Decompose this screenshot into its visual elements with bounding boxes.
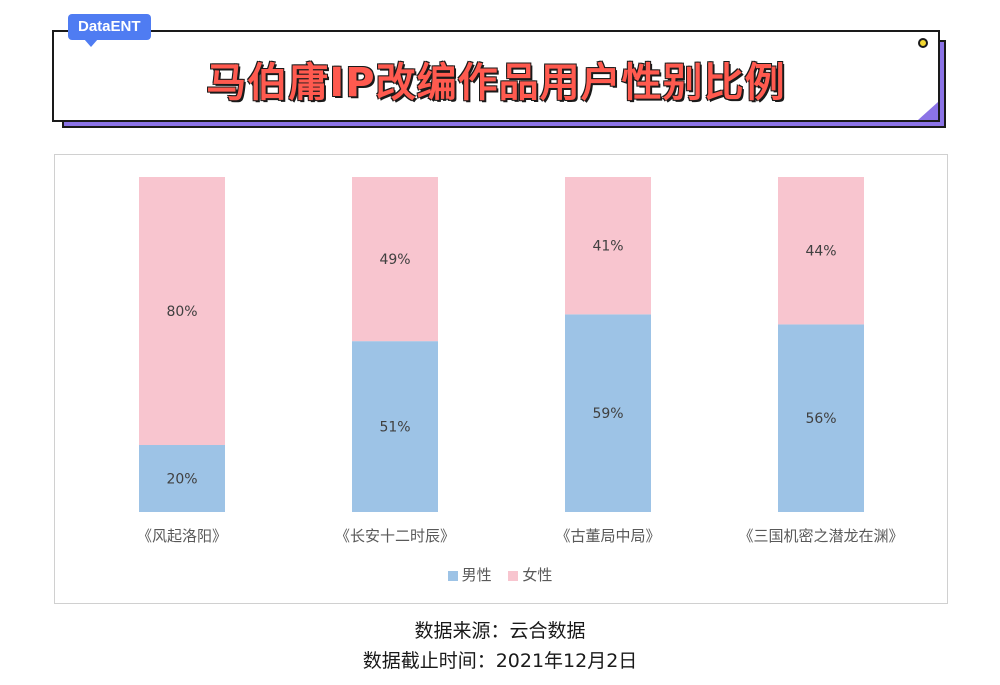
- legend-label-male: 男性: [461, 566, 492, 584]
- data-label-male-0: 20%: [166, 472, 197, 488]
- brand-tag: DataENT: [68, 14, 151, 40]
- legend-swatch-male: [447, 571, 458, 581]
- data-label-male-3: 56%: [805, 411, 836, 427]
- cutoff-date-note: 数据截止时间：2021年12月2日: [362, 650, 638, 672]
- chart-legend: 男性 女性: [0, 564, 1000, 585]
- category-label-0: 《风起洛阳》: [137, 527, 227, 545]
- bar-segment-female-3: [778, 177, 864, 325]
- data-label-male-2: 59%: [592, 406, 623, 422]
- data-label-female-2: 41%: [592, 239, 623, 255]
- page-title: 马伯庸IP改编作品用户性别比例: [206, 60, 786, 106]
- category-label-1: 《长安十二时辰》: [335, 527, 455, 545]
- data-label-female-3: 44%: [805, 244, 836, 260]
- legend-swatch-female: [508, 571, 519, 581]
- brand-tag-tail-icon: [84, 39, 98, 47]
- source-note: 数据来源：云合数据: [414, 620, 586, 642]
- banner-dot-icon: [918, 38, 928, 48]
- bar-segment-female-0: [139, 177, 225, 445]
- category-label-2: 《古董局中局》: [555, 527, 660, 545]
- banner-fold-corner: [918, 102, 938, 120]
- data-label-female-0: 80%: [166, 304, 197, 320]
- title-banner: 马伯庸IP改编作品用户性别比例: [52, 30, 940, 122]
- legend-item-male: 男性: [447, 564, 492, 585]
- bar-segment-male-1: [352, 341, 438, 512]
- bar-segment-female-2: [565, 177, 651, 315]
- bar-segment-female-1: [352, 177, 438, 342]
- category-label-3: 《三国机密之潜龙在渊》: [738, 527, 903, 545]
- bar-segment-male-0: [139, 445, 225, 512]
- bar-segment-male-2: [565, 314, 651, 512]
- data-label-female-1: 49%: [379, 252, 410, 268]
- data-label-male-1: 51%: [379, 420, 410, 436]
- legend-item-female: 女性: [508, 564, 552, 585]
- legend-label-female: 女性: [522, 566, 553, 584]
- bar-segment-male-3: [778, 324, 864, 512]
